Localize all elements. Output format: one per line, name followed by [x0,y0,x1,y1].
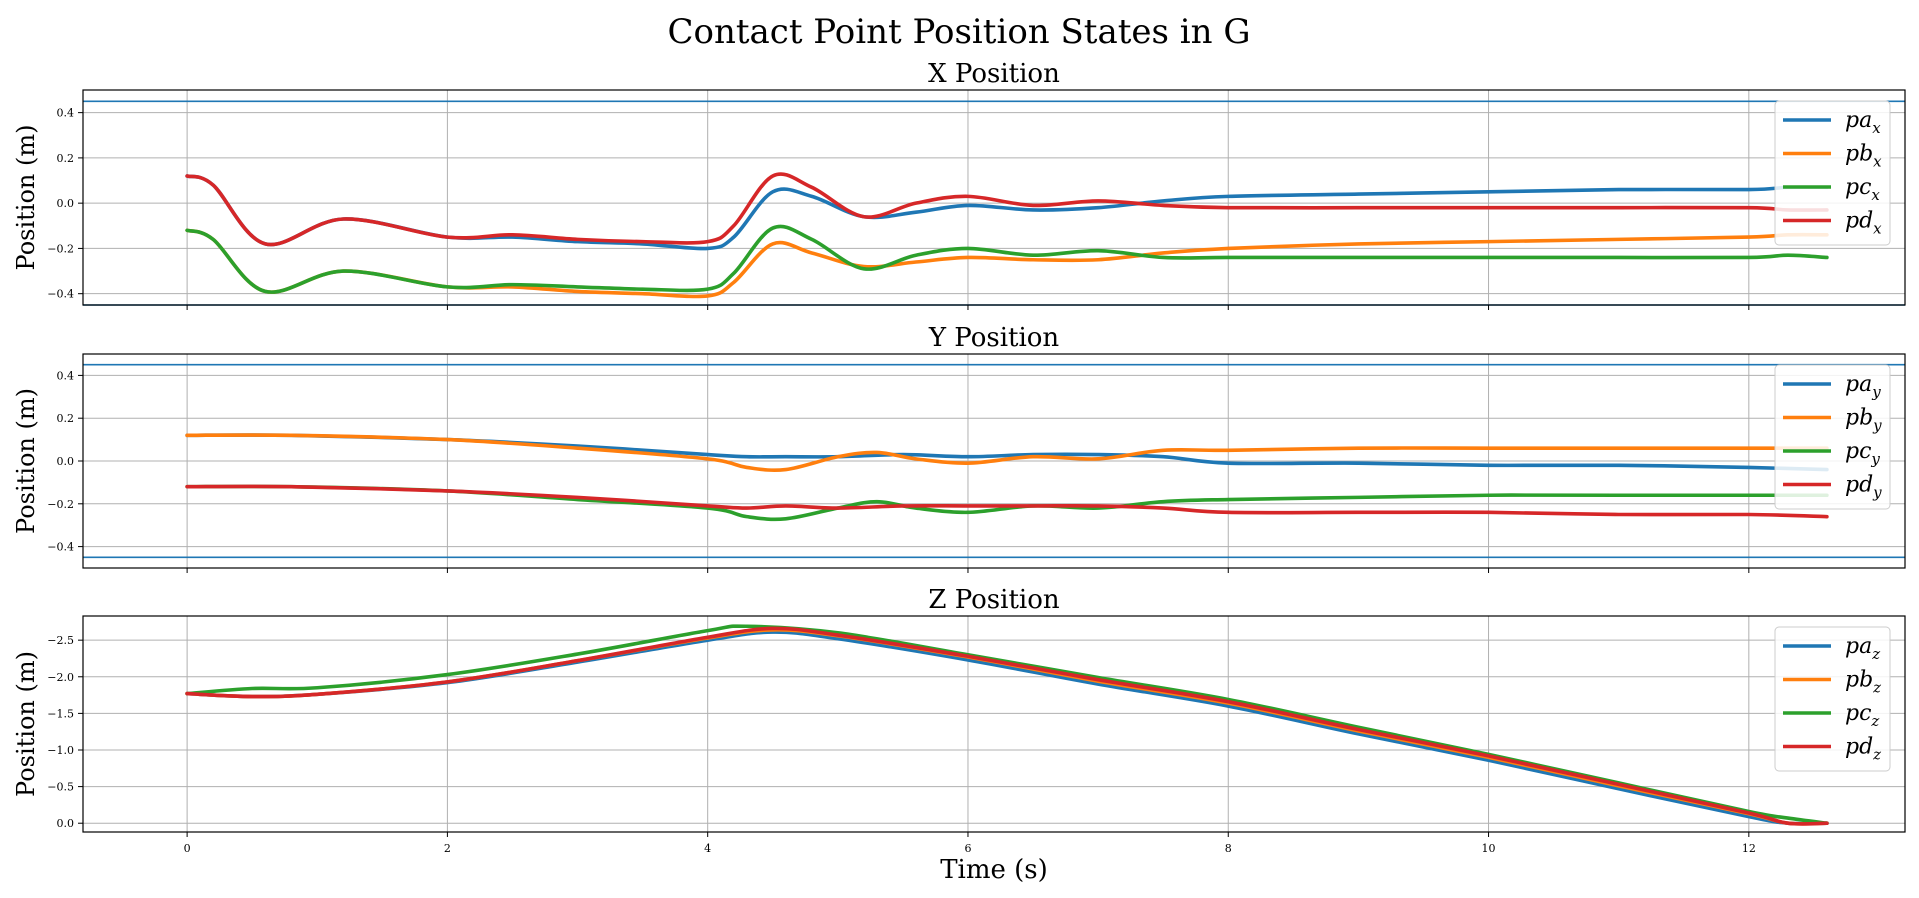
y-tick-label: 0.0 [57,197,75,210]
legend-subscript: z [1871,645,1880,663]
legend-subscript: x [1872,119,1881,137]
y-axis-label: Position (m) [12,125,40,271]
y-tick-label: −0.4 [47,288,74,301]
y-tick-label: −0.4 [47,541,74,554]
panel-title: Z Position [928,585,1059,615]
y-tick-label: −0.5 [47,781,74,794]
legend-subscript: z [1872,746,1881,764]
y-tick-label: −2.5 [47,634,74,647]
series-line-pcz [185,624,1829,826]
series-line-pbz [185,628,1829,826]
figure-title: Contact Point Position States in G [667,12,1250,52]
legend-subscript: y [1870,450,1880,468]
y-tick-label: −2.0 [47,671,74,684]
x-tick-label: 2 [444,842,451,855]
legend-box [1774,626,1891,772]
y-tick-label: 0.4 [57,107,75,120]
legend-subscript: x [1873,220,1882,238]
y-tick-label: −0.2 [47,498,74,511]
y-tick-label: 0.2 [57,412,75,425]
panel-x: −0.4 −0.2 0.0 0.2 0.4 X Position Position (m) p… [12,59,1906,310]
y-tick-label: 0.2 [57,152,75,165]
y-tick-label: 0.0 [57,817,75,830]
y-tick-label: −0.2 [47,242,74,255]
plot-frame [82,615,1906,833]
panel-title: Y Position [928,323,1060,353]
panel-title: X Position [928,59,1060,89]
series-line-pax [185,174,1829,251]
y-tick-label: 0.4 [57,369,75,382]
x-tick-label: 0 [184,842,191,855]
x-tick-label: 4 [704,842,711,855]
y-axis-label: Position (m) [12,651,40,797]
legend-label-pdz: pdz [1845,735,1881,764]
panel-y: −0.4 −0.2 0.0 0.2 0.4 Y Position Position (m) p… [12,323,1906,573]
panel-z: 0.0 −0.5 −1.0 −1.5 −2.0 −2.5 Z Position Positio… [12,585,1906,855]
x-tick-label: 10 [1482,842,1496,855]
series-line-pcx [185,224,1829,294]
legend-subscript: z [1872,679,1881,697]
x-tick-label: 6 [964,842,971,855]
legend-subscript: z [1870,712,1879,730]
legend-box [1774,364,1891,510]
x-tick-label: 8 [1225,842,1232,855]
series-line-pdy [185,484,1829,519]
series-line-pby [185,433,1829,473]
legend-subscript: y [1871,383,1881,401]
x-axis-label: Time (s) [940,855,1048,885]
series-line-pdx [185,172,1829,247]
plot-frame [82,89,1906,306]
y-axis-label: Position (m) [12,388,40,534]
legend-subscript: x [1873,153,1882,171]
y-tick-label: −1.5 [47,707,74,720]
legend-box [1774,100,1891,246]
legend-subscript: x [1871,186,1880,204]
x-tick-label: 12 [1742,842,1756,855]
legend-subscript: y [1872,417,1882,435]
legend-subscript: y [1872,484,1882,502]
series-line-pdz [185,626,1829,826]
y-tick-label: −1.0 [47,744,74,757]
y-tick-label: 0.0 [57,455,75,468]
